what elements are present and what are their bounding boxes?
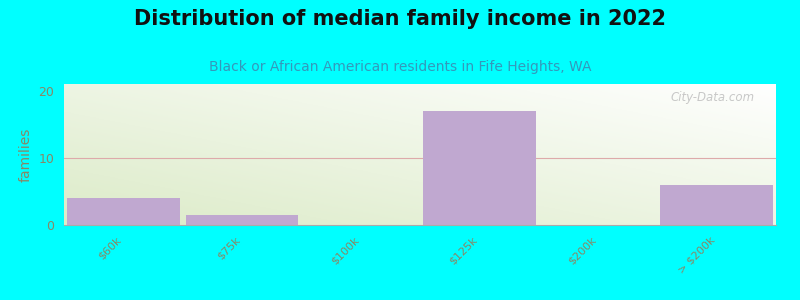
Bar — [660, 185, 773, 225]
Bar — [67, 198, 180, 225]
Text: City-Data.com: City-Data.com — [670, 91, 754, 104]
Bar — [186, 215, 298, 225]
Text: Black or African American residents in Fife Heights, WA: Black or African American residents in F… — [209, 60, 591, 74]
Y-axis label: families: families — [19, 127, 33, 182]
Text: Distribution of median family income in 2022: Distribution of median family income in … — [134, 9, 666, 29]
Bar — [423, 111, 536, 225]
